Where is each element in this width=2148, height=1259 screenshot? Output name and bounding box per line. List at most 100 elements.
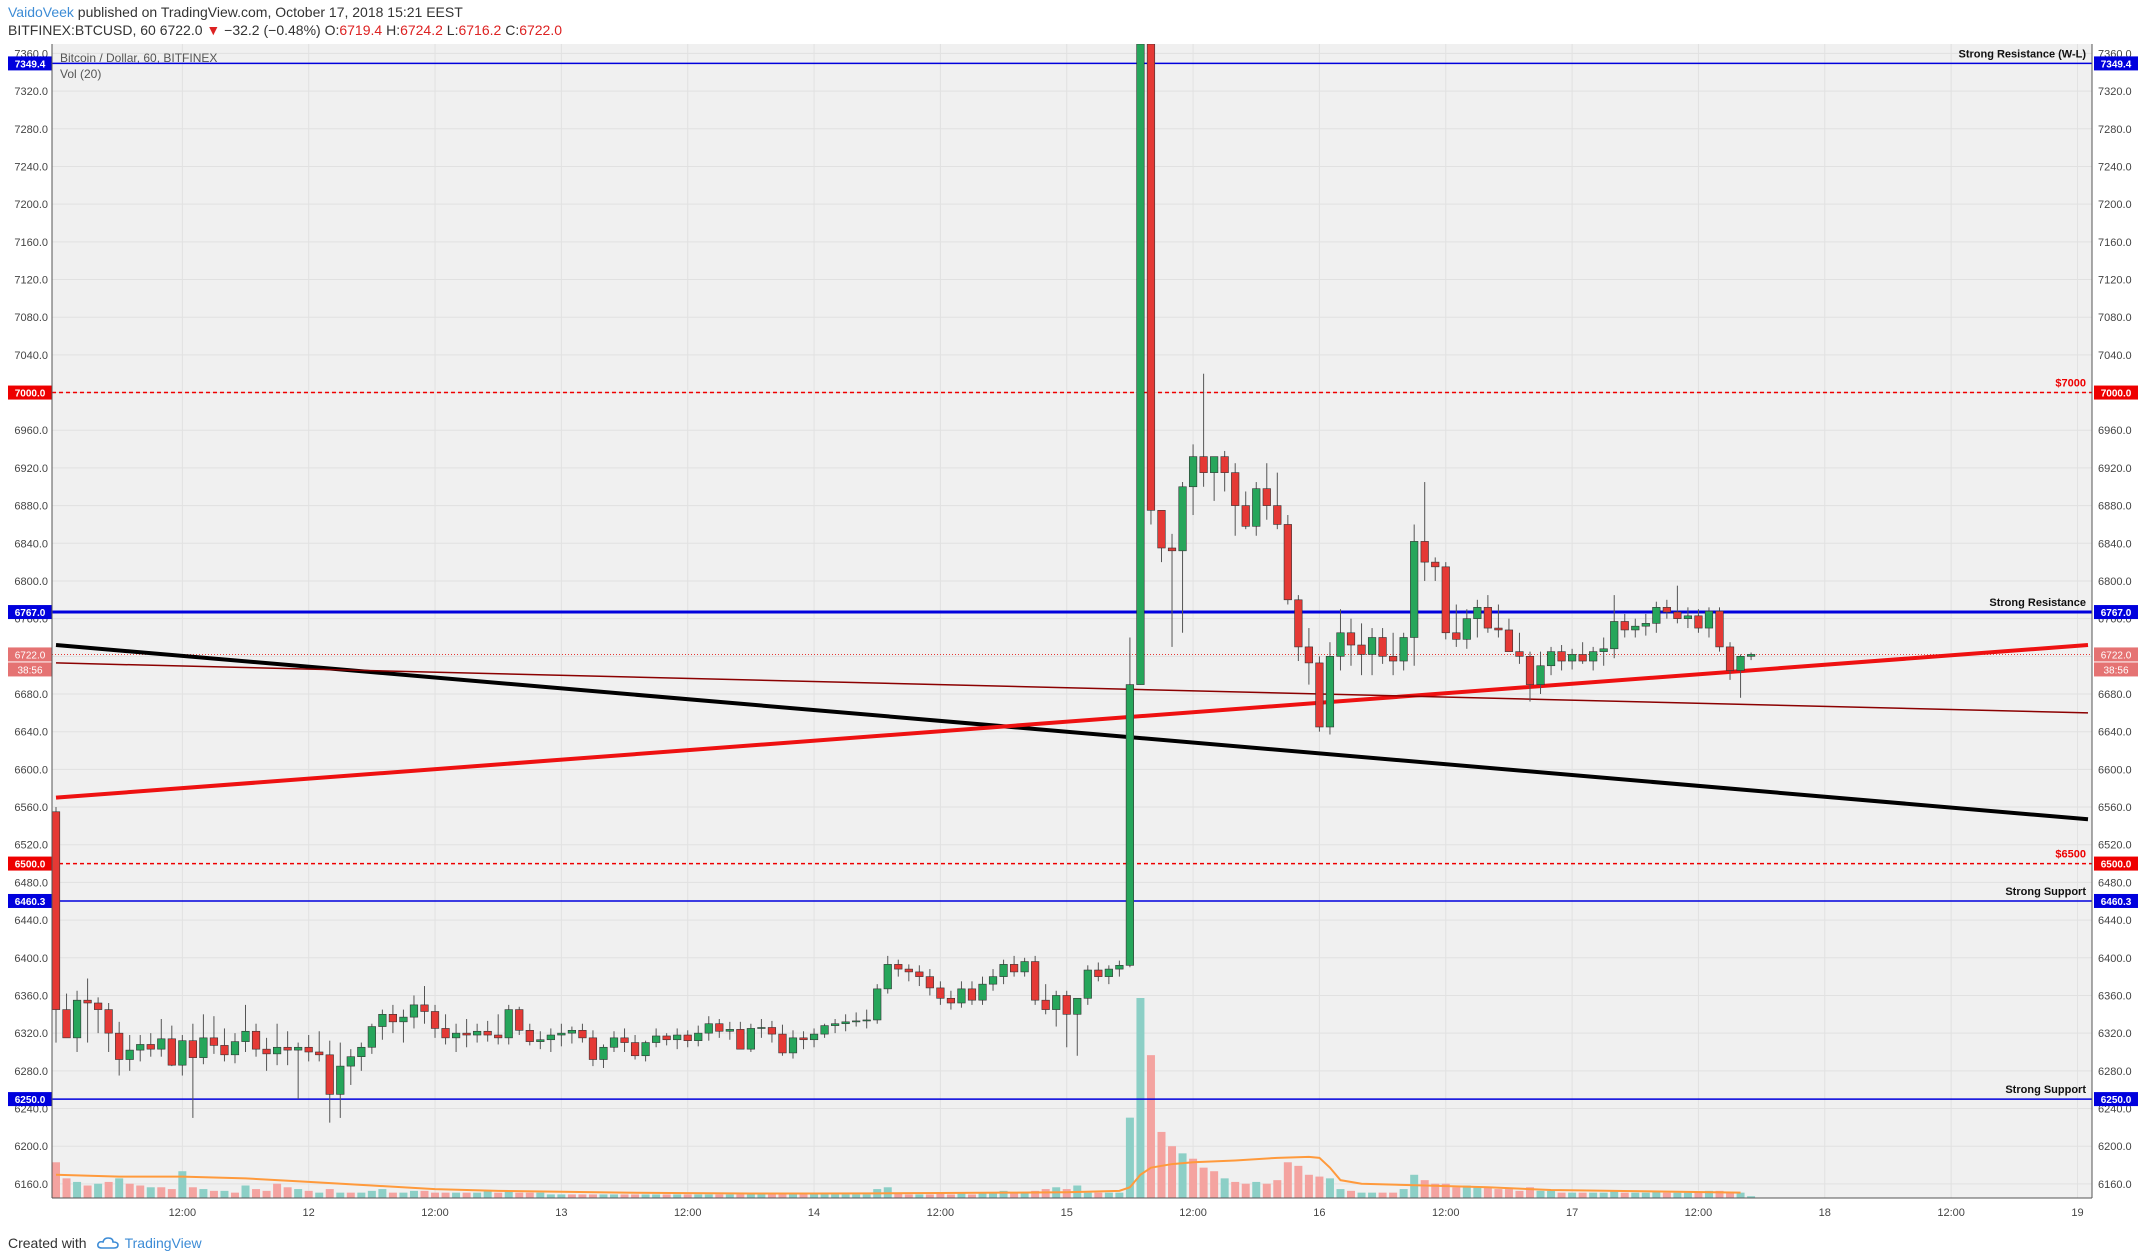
volume-bar [209, 1190, 218, 1198]
y-tick-label-left: 7280.0 [14, 124, 48, 136]
volume-bar [1673, 1192, 1682, 1198]
volume-bar [1378, 1192, 1387, 1198]
cloud-icon [96, 1237, 119, 1249]
volume-bar [567, 1194, 576, 1198]
candle-body [241, 1030, 250, 1042]
volume-bar [1083, 1192, 1092, 1198]
trend-line [55, 643, 2089, 822]
volume-bar [1294, 1165, 1303, 1198]
y-tick-label-left: 7320.0 [14, 86, 48, 98]
open-value: 6719.4 [339, 22, 383, 38]
volume-bar [957, 1192, 966, 1198]
candle-body [599, 1046, 608, 1060]
current-price-text: 6722.0 [2101, 650, 2132, 661]
candle-body [1631, 625, 1640, 631]
volume-bar [83, 1185, 92, 1198]
candle-body [588, 1037, 598, 1060]
high-value: 6724.2 [400, 22, 443, 38]
volume-bar [336, 1192, 345, 1198]
candle-body [1431, 561, 1440, 568]
y-tick-label-left: 6240.0 [14, 1104, 48, 1116]
candle-body [1188, 456, 1198, 488]
volume-bar [610, 1194, 619, 1198]
candle-body [1062, 995, 1071, 1015]
volume-bar [1199, 1167, 1208, 1198]
candle-body [820, 1025, 829, 1035]
volume-bar [746, 1194, 755, 1198]
volume-bar [178, 1171, 187, 1198]
candle-body [1052, 995, 1061, 1010]
candle-body [336, 1065, 345, 1095]
price-tag-right-text: 7349.4 [2101, 59, 2132, 70]
volume-bar [1704, 1190, 1713, 1198]
y-tick-label-left: 6440.0 [14, 915, 48, 927]
y-tick-label-left: 6480.0 [14, 877, 48, 889]
price-tag-right [2094, 1092, 2138, 1107]
candle-body [1715, 610, 1724, 648]
candle-body [251, 1030, 261, 1050]
y-tick-label-right: 6880.0 [2098, 501, 2132, 513]
candle-body [1420, 541, 1429, 563]
candle-body [62, 1009, 71, 1039]
volume-indicator-label: Vol (20) [60, 67, 101, 81]
candle-body [831, 1023, 840, 1026]
current-price-tag-left [8, 647, 52, 662]
candle-body [52, 811, 61, 1010]
volume-bar [1178, 1153, 1187, 1198]
price-tag-right [2094, 56, 2138, 71]
volume-bar [810, 1194, 819, 1198]
y-tick-label-left: 6560.0 [14, 802, 48, 814]
volume-bar [978, 1192, 987, 1198]
volume-bar [1641, 1192, 1650, 1198]
y-tick-label-right: 7200.0 [2098, 199, 2132, 211]
price-tag-right [2094, 385, 2138, 400]
candle-body [788, 1037, 798, 1054]
candle-body [1746, 654, 1756, 657]
candle-body [199, 1037, 208, 1058]
volume-bar [1399, 1189, 1408, 1198]
volume-bar [325, 1189, 334, 1198]
candle-body [1125, 684, 1134, 966]
price-tag-left-text: 6250.0 [15, 1095, 46, 1106]
candle-body [146, 1044, 155, 1050]
candle-body [1599, 648, 1608, 652]
candle-body [841, 1021, 850, 1025]
volume-bar [1146, 1055, 1155, 1198]
candle-body [1610, 621, 1619, 650]
candle-body [125, 1049, 134, 1060]
candle-body [736, 1029, 745, 1050]
volume-bar [694, 1194, 703, 1198]
candle-body [536, 1039, 545, 1042]
candle-body [504, 1009, 513, 1039]
volume-bar [904, 1194, 913, 1198]
volume-bar [1252, 1181, 1261, 1198]
candle-body [1294, 599, 1303, 648]
volume-bar [1473, 1187, 1482, 1198]
candle-body [936, 987, 945, 999]
volume-bar [1483, 1187, 1492, 1198]
candle-body [1136, 44, 1145, 685]
candle-body [1683, 615, 1693, 619]
candle-body [1589, 651, 1598, 662]
volume-bar [1662, 1192, 1671, 1198]
author-link[interactable]: VaidoVeek [8, 4, 74, 20]
candle-body [999, 964, 1008, 977]
candle-body [988, 976, 998, 985]
tradingview-logo[interactable]: TradingView [96, 1235, 202, 1251]
published-text: published on TradingView.com, October 17… [77, 4, 463, 20]
price-tag-left [8, 893, 52, 908]
candle-body [1652, 607, 1661, 624]
candle-body [1283, 524, 1292, 601]
candle-body [136, 1044, 145, 1051]
volume-bar [1010, 1192, 1019, 1198]
candle-body [1157, 510, 1166, 549]
open-label: O: [324, 22, 340, 38]
volume-bar [989, 1192, 998, 1198]
volume-bar [157, 1187, 166, 1198]
chart-title: Bitcoin / Dollar, 60, BITFINEX [60, 51, 217, 65]
volume-bar [715, 1194, 724, 1198]
price-tag-left-text: 6460.3 [15, 897, 46, 908]
volume-bar [767, 1194, 776, 1198]
volume-bar [473, 1192, 482, 1198]
